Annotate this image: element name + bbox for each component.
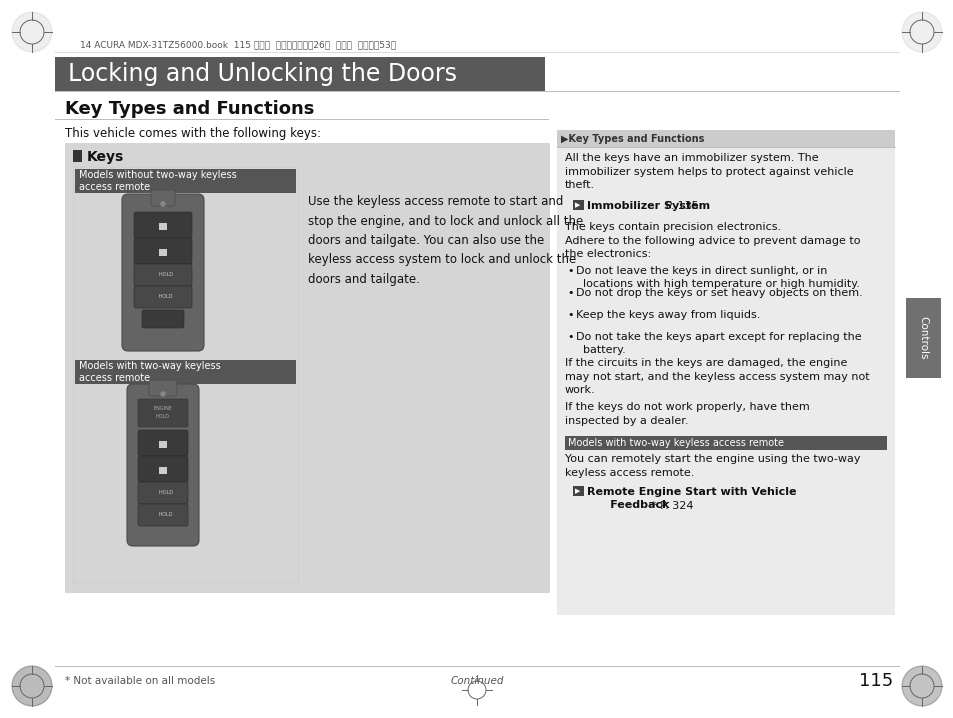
- Text: If the keys do not work properly, have them
inspected by a dealer.: If the keys do not work properly, have t…: [564, 402, 809, 426]
- Text: •: •: [566, 310, 573, 320]
- FancyBboxPatch shape: [133, 286, 192, 308]
- Text: Models with two-way keyless access remote: Models with two-way keyless access remot…: [567, 438, 783, 448]
- FancyBboxPatch shape: [142, 310, 184, 328]
- Text: ENGINE: ENGINE: [153, 406, 172, 411]
- FancyBboxPatch shape: [138, 399, 188, 427]
- Bar: [557, 130, 894, 147]
- Text: Do not drop the keys or set heavy objects on them.: Do not drop the keys or set heavy object…: [576, 288, 862, 298]
- Text: Use the keyless access remote to start and
stop the engine, and to lock and unlo: Use the keyless access remote to start a…: [308, 195, 582, 286]
- Bar: [73, 150, 82, 162]
- Text: If the circuits in the keys are damaged, the engine
may not start, and the keyle: If the circuits in the keys are damaged,…: [564, 358, 869, 395]
- Circle shape: [12, 12, 52, 52]
- Text: Locking and Unlocking the Doors: Locking and Unlocking the Doors: [68, 62, 456, 86]
- Text: HOLD: HOLD: [153, 513, 172, 518]
- Text: •: •: [566, 332, 573, 342]
- FancyBboxPatch shape: [133, 212, 192, 238]
- Text: 14 ACURA MDX-31TZ56000.book  115 ページ  ２０１４年２月26日  水曜日  午後４晉53分: 14 ACURA MDX-31TZ56000.book 115 ページ ２０１４…: [80, 40, 395, 49]
- Text: P. 135: P. 135: [661, 201, 698, 211]
- FancyBboxPatch shape: [133, 238, 192, 264]
- Bar: [159, 223, 167, 230]
- Bar: [75, 360, 295, 384]
- Text: All the keys have an immobilizer system. The
immobilizer system helps to protect: All the keys have an immobilizer system.…: [564, 153, 853, 190]
- FancyBboxPatch shape: [138, 504, 188, 526]
- Text: HOLD: HOLD: [156, 414, 170, 419]
- FancyBboxPatch shape: [122, 194, 204, 351]
- Text: Keep the keys away from liquids.: Keep the keys away from liquids.: [576, 310, 760, 320]
- Text: Immobilizer System: Immobilizer System: [586, 201, 709, 211]
- Circle shape: [12, 666, 52, 706]
- Circle shape: [901, 12, 941, 52]
- Text: Do not take the keys apart except for replacing the
  battery.: Do not take the keys apart except for re…: [576, 332, 861, 355]
- Circle shape: [161, 202, 165, 206]
- Text: Remote Engine Start with Vehicle
      Feedback: Remote Engine Start with Vehicle Feedbac…: [586, 487, 796, 510]
- FancyBboxPatch shape: [149, 380, 177, 396]
- Text: ▶: ▶: [575, 488, 580, 494]
- Bar: [905, 298, 940, 378]
- Text: Keys: Keys: [87, 150, 124, 164]
- Bar: [159, 441, 167, 448]
- FancyBboxPatch shape: [127, 384, 199, 546]
- Bar: [573, 486, 583, 496]
- Text: Controls: Controls: [917, 316, 927, 360]
- FancyBboxPatch shape: [138, 430, 188, 456]
- Bar: [55, 57, 544, 91]
- Text: Continued: Continued: [450, 676, 503, 686]
- Text: 115: 115: [858, 672, 892, 690]
- Text: You can remotely start the engine using the two-way
keyless access remote.: You can remotely start the engine using …: [564, 454, 860, 477]
- Text: Key Types and Functions: Key Types and Functions: [65, 100, 314, 118]
- FancyBboxPatch shape: [133, 264, 192, 286]
- Text: HOLD: HOLD: [153, 294, 172, 299]
- Bar: [159, 467, 167, 474]
- Text: This vehicle comes with the following keys:: This vehicle comes with the following ke…: [65, 126, 320, 139]
- Text: * Not available on all models: * Not available on all models: [65, 676, 215, 686]
- Text: HOLD: HOLD: [152, 273, 172, 277]
- FancyBboxPatch shape: [138, 456, 188, 482]
- Bar: [65, 143, 550, 593]
- Bar: [159, 249, 167, 256]
- Bar: [75, 169, 295, 193]
- Circle shape: [901, 666, 941, 706]
- Circle shape: [161, 392, 165, 396]
- Text: Do not leave the keys in direct sunlight, or in
  locations with high temperatur: Do not leave the keys in direct sunlight…: [576, 266, 859, 289]
- Text: HOLD: HOLD: [152, 490, 172, 495]
- Bar: [573, 200, 583, 210]
- Text: * P. 324: * P. 324: [650, 501, 693, 511]
- Text: Models without two-way keyless
access remote: Models without two-way keyless access re…: [79, 169, 236, 192]
- Bar: [73, 167, 297, 582]
- Bar: [564, 436, 886, 450]
- Text: •: •: [566, 266, 573, 276]
- Text: ▶: ▶: [575, 202, 580, 208]
- Text: ▶Key Types and Functions: ▶Key Types and Functions: [560, 134, 703, 144]
- FancyBboxPatch shape: [151, 190, 174, 206]
- Bar: [557, 130, 894, 615]
- Text: The keys contain precision electronics.
Adhere to the following advice to preven: The keys contain precision electronics. …: [564, 222, 860, 259]
- Text: Models with two-way keyless
access remote: Models with two-way keyless access remot…: [79, 361, 220, 383]
- Text: •: •: [566, 288, 573, 298]
- FancyBboxPatch shape: [138, 482, 188, 504]
